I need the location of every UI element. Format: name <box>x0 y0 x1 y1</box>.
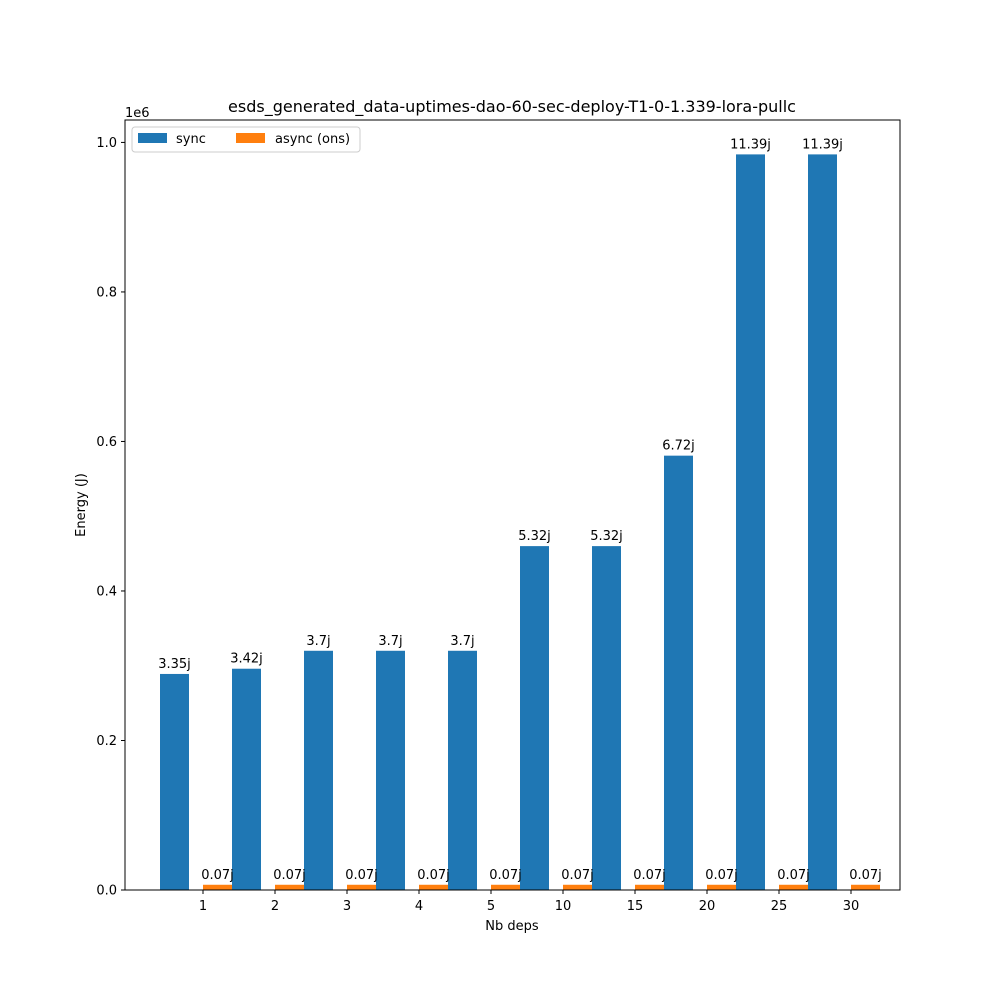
bar-sync-3 <box>304 650 333 890</box>
y-tick-label: 1.0 <box>96 136 117 151</box>
bar-sync-1 <box>160 673 189 890</box>
bar-async-15 <box>635 884 664 890</box>
x-tick-label: 2 <box>271 899 279 914</box>
bar-async-20 <box>707 884 736 890</box>
y-axis-offset-label: 1e6 <box>125 106 150 121</box>
bar-value-label: 0.07j <box>489 868 522 883</box>
bar-value-label: 5.32j <box>518 529 551 544</box>
legend-swatch-sync <box>138 133 167 143</box>
bar-value-label: 0.07j <box>201 868 234 883</box>
bar-value-label: 11.39j <box>730 137 771 152</box>
bar-value-label: 0.07j <box>705 868 738 883</box>
legend: sync async (ons) <box>131 126 361 153</box>
bar-async-3 <box>347 884 376 890</box>
bar-value-label: 3.7j <box>306 634 330 649</box>
bar-value-label: 6.72j <box>662 439 695 454</box>
bar-value-label: 0.07j <box>777 868 810 883</box>
bar-async-5 <box>491 884 520 890</box>
bar-value-label: 0.07j <box>849 868 882 883</box>
x-tick-label: 5 <box>487 899 495 914</box>
bar-async-25 <box>779 884 808 890</box>
bar-value-label: 3.7j <box>378 634 402 649</box>
bar-sync-25 <box>736 154 765 890</box>
bar-sync-5 <box>448 650 477 890</box>
bar-sync-30 <box>808 154 837 890</box>
y-tick-label: 0.2 <box>96 734 117 749</box>
bar-async-10 <box>563 884 592 890</box>
bar-value-label: 5.32j <box>590 529 623 544</box>
bar-value-label: 0.07j <box>345 868 378 883</box>
bar-async-2 <box>275 884 304 890</box>
y-tick-label: 0.0 <box>96 884 117 899</box>
bar-value-label: 11.39j <box>802 137 843 152</box>
y-tick-label: 0.6 <box>96 435 117 450</box>
x-tick-label: 10 <box>555 899 572 914</box>
bar-sync-20 <box>664 455 693 890</box>
bar-value-label: 0.07j <box>561 868 594 883</box>
legend-label-async: async (ons) <box>275 132 350 147</box>
x-axis: 1 2 3 4 5 10 15 20 25 30 <box>199 890 859 914</box>
chart-title: esds_generated_data-uptimes-dao-60-sec-d… <box>228 97 796 117</box>
x-tick-label: 30 <box>843 899 860 914</box>
y-tick-label: 0.4 <box>96 584 117 599</box>
x-tick-label: 15 <box>627 899 644 914</box>
x-axis-label: Nb deps <box>485 919 539 934</box>
bar-labels-group: 3.35j 0.07j 3.42j 0.07j 3.7j 0.07j 3.7j 0.07j 3.… <box>158 137 882 882</box>
bar-value-label: 0.07j <box>633 868 666 883</box>
y-axis-label: Energy (J) <box>74 473 89 537</box>
x-tick-label: 20 <box>699 899 716 914</box>
bar-value-label: 3.42j <box>230 652 263 667</box>
bar-async-30 <box>851 884 880 890</box>
legend-swatch-async <box>236 133 265 143</box>
bar-async-1 <box>203 884 232 890</box>
legend-label-sync: sync <box>176 132 206 147</box>
bar-value-label: 0.07j <box>273 868 306 883</box>
y-axis: 0.0 0.2 0.4 0.6 0.8 1.0 <box>96 136 125 899</box>
bar-async-4 <box>419 884 448 890</box>
x-tick-label: 3 <box>343 899 351 914</box>
x-tick-label: 25 <box>771 899 788 914</box>
bar-sync-2 <box>232 668 261 890</box>
plot-area-frame <box>124 119 901 891</box>
bar-value-label: 0.07j <box>417 868 450 883</box>
y-tick-label: 0.8 <box>96 285 117 300</box>
x-tick-label: 1 <box>199 899 207 914</box>
bar-sync-15 <box>592 546 621 890</box>
bar-sync-4 <box>376 650 405 890</box>
bars-group <box>160 154 880 890</box>
bar-value-label: 3.7j <box>450 634 474 649</box>
x-tick-label: 4 <box>415 899 423 914</box>
bar-value-label: 3.35j <box>158 657 191 672</box>
bar-sync-10 <box>520 546 549 890</box>
